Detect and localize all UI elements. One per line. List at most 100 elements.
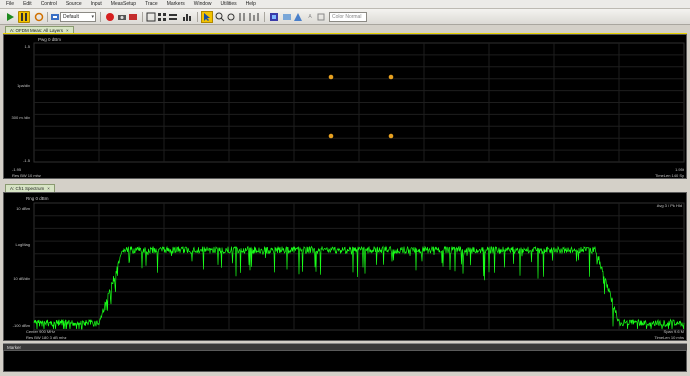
layout-grid-button[interactable] <box>157 11 167 23</box>
spectrum-y-bottom: -100 dBm <box>13 323 31 328</box>
menu-trace[interactable]: Trace <box>145 0 158 7</box>
scroll-button[interactable] <box>316 11 326 23</box>
spectrum-center-freq: Center 900 MHz <box>26 329 55 334</box>
marker-icon <box>239 13 245 21</box>
spectrum-panel[interactable]: Rng 0 dBm Avg 3 / Pk Hld 10 dBm LogMag 1… <box>3 192 687 341</box>
playback-icon <box>117 15 126 20</box>
color-palette-button[interactable] <box>268 11 280 23</box>
bar-chart-button[interactable] <box>181 11 193 23</box>
spectrum-y-scale: 10 dB/div <box>13 276 30 281</box>
menu-control[interactable]: Control <box>40 0 57 7</box>
stack-layout-icon <box>169 14 177 20</box>
preset-icon-button[interactable] <box>49 11 60 23</box>
text-size-icon: A <box>308 14 312 20</box>
play-icon <box>7 13 14 21</box>
close-icon[interactable]: × <box>47 186 50 191</box>
active-window-border <box>3 33 687 34</box>
constellation-point <box>388 133 394 139</box>
menu-edit[interactable]: Edit <box>23 0 32 7</box>
pause-button[interactable] <box>18 11 30 23</box>
preset-select-value: Default <box>63 14 79 20</box>
symbol-icon <box>294 13 302 21</box>
constellation-grid <box>34 43 684 162</box>
bar-chart-icon <box>183 14 191 21</box>
record-icon <box>105 13 114 21</box>
restart-icon <box>34 12 43 22</box>
tab-constellation-label: A: OFDM Meas: All Layers <box>10 28 64 33</box>
record-button[interactable] <box>104 11 115 23</box>
autoscale-icon <box>249 13 259 21</box>
tab-spectrum[interactable]: A: Ch1 Spectrum × <box>5 184 55 192</box>
constellation-plot: Pwg 0 dBm 1.5 1pa/div 300 m /div -1.5 -1… <box>12 37 685 178</box>
palette-icon <box>270 13 278 21</box>
scroll-icon <box>317 13 325 21</box>
stop-record-button[interactable] <box>127 11 138 23</box>
constellation-x-start: -1.95 <box>12 167 22 172</box>
constellation-panel[interactable]: Pwg 0 dBm 1.5 1pa/div 300 m /div -1.5 -1… <box>3 34 687 179</box>
chevron-down-icon: ▾ <box>91 14 94 20</box>
marker-tool-button[interactable] <box>237 11 247 23</box>
layout-single-button[interactable] <box>146 11 156 23</box>
tab-spectrum-label: A: Ch1 Spectrum <box>10 186 45 191</box>
preset-icon <box>50 14 59 20</box>
pointer-tool-button[interactable] <box>201 11 213 23</box>
spectrum-timelen: TimeLen 10 mhs <box>654 335 684 340</box>
tab-constellation[interactable]: A: OFDM Meas: All Layers × <box>5 26 74 34</box>
menu-markers[interactable]: Markers <box>166 0 185 7</box>
marker-pane <box>3 350 687 372</box>
constellation-x-stop: 1.95t <box>675 167 685 172</box>
spectrum-y-unit: LogMag <box>16 242 30 247</box>
spectrum-span: Span 9.6 M <box>664 329 684 334</box>
menu-source[interactable]: Source <box>65 0 82 7</box>
restart-button[interactable] <box>33 11 44 23</box>
constellation-y-scale: 300 m /div <box>12 115 30 120</box>
pointer-icon <box>204 13 210 21</box>
reference-button[interactable] <box>282 11 292 23</box>
recording-playback-button[interactable] <box>116 11 127 23</box>
rotate-tool-button[interactable] <box>226 11 236 23</box>
spectrum-trace-mode: Avg 3 / Pk Hld <box>657 203 682 208</box>
spectrum-title: Rng 0 dBm <box>26 196 49 201</box>
menu-meassetup[interactable]: MeasSetup <box>110 0 137 7</box>
color-scheme-select[interactable]: Color Normal <box>329 12 367 22</box>
menu-utilities[interactable]: Utilities <box>220 0 237 7</box>
constellation-point <box>328 74 334 80</box>
close-icon[interactable]: × <box>66 28 69 33</box>
constellation-y-bottom: -1.5 <box>23 158 31 163</box>
spectrum-trace <box>33 245 685 330</box>
marker-pane-label: Marker <box>7 345 22 350</box>
zoom-icon <box>215 12 225 22</box>
constellation-y-unit: 1pa/div <box>17 83 30 88</box>
layout-stack-button[interactable] <box>168 11 178 23</box>
constellation-point <box>388 74 394 80</box>
spectrum-res-bw: Res BW 180 3 dB mhz <box>26 335 66 340</box>
constellation-res-bw: Res BW 10 mhz <box>12 173 41 178</box>
autoscale-button[interactable] <box>248 11 260 23</box>
constellation-timelen: TimeLen 140 Sy <box>655 173 684 178</box>
spectrum-y-top: 10 dBm <box>16 206 30 211</box>
constellation-title: Pwg 0 dBm <box>38 37 61 42</box>
menu-help[interactable]: Help <box>245 0 256 7</box>
constellation-point <box>328 133 334 139</box>
menu-bar: File Edit Control Source Input MeasSetup… <box>0 0 690 9</box>
pause-icon <box>21 13 27 21</box>
color-scheme-value: Color Normal <box>332 14 362 20</box>
rotate-icon <box>227 13 235 21</box>
symbol-button[interactable] <box>293 11 303 23</box>
reference-icon <box>283 14 291 20</box>
preset-select[interactable]: Default ▾ <box>60 12 96 22</box>
marker-pane-header[interactable]: Marker <box>3 343 687 350</box>
single-layout-icon <box>146 12 156 22</box>
stop-record-icon <box>128 14 137 20</box>
constellation-y-top: 1.5 <box>24 44 30 49</box>
menu-input[interactable]: Input <box>90 0 102 7</box>
text-size-button[interactable]: A <box>305 11 315 23</box>
grid-layout-icon <box>158 13 166 21</box>
spectrum-plot: Rng 0 dBm Avg 3 / Pk Hld 10 dBm LogMag 1… <box>13 196 685 340</box>
menu-window[interactable]: Window <box>193 0 212 7</box>
toolbar: Default ▾ <box>0 9 690 25</box>
menu-file[interactable]: File <box>6 0 15 7</box>
play-button[interactable] <box>4 11 16 23</box>
zoom-tool-button[interactable] <box>215 11 225 23</box>
